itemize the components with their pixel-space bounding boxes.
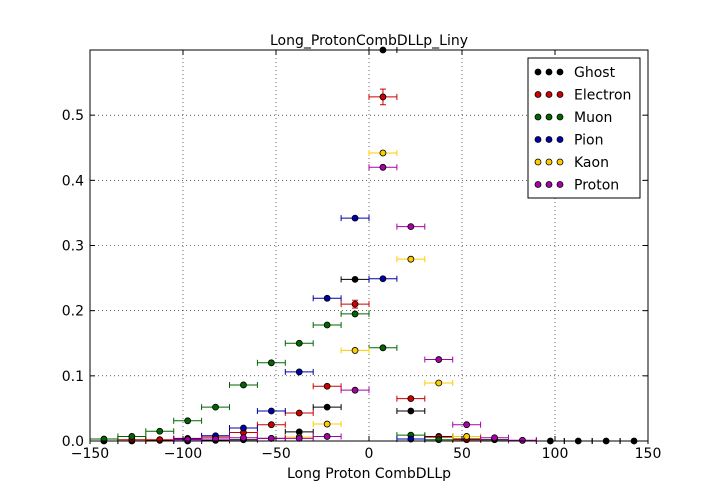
ghost-point (407, 407, 415, 415)
proton-point (435, 356, 443, 363)
legend-label-electron: Electron (574, 88, 631, 104)
proton-point (240, 434, 247, 442)
legend-label-proton: Proton (574, 178, 619, 194)
kaon-point (407, 255, 415, 263)
pion-point (295, 368, 303, 376)
electron-point (267, 421, 275, 429)
muon-point (184, 417, 192, 425)
y-tick-label: 0.1 (62, 369, 84, 385)
y-tick-label: 0.5 (62, 108, 84, 124)
pion-point (267, 407, 275, 415)
muon-point (267, 359, 275, 367)
proton-point (323, 433, 331, 440)
muon-point (323, 321, 331, 329)
legend-label-pion: Pion (574, 133, 603, 149)
ghost-point (351, 275, 359, 283)
muon-point (295, 339, 303, 347)
legend: Ghost Electron Muon Pion Kaon Proton (527, 57, 641, 199)
x-tick-label: 0 (365, 446, 374, 462)
x-tick-label: −100 (164, 446, 202, 462)
proton-point (491, 434, 498, 442)
x-axis-label: Long Proton CombDLLp (287, 466, 451, 482)
kaon-point (351, 347, 359, 354)
kaon-point (435, 379, 443, 387)
legend-marker-pion (534, 136, 542, 143)
legend-marker-kaon (534, 158, 542, 166)
kaon-point (323, 420, 331, 428)
proton-point (295, 434, 303, 442)
proton-point (463, 421, 471, 429)
kaon-point (379, 149, 387, 157)
legend-marker-muon (545, 113, 553, 121)
ticks: −150 −100 −50 0 50 100 150 0.0 0.1 0.2 0.3 0.4 0.5 (62, 50, 662, 462)
series-proton (173, 163, 537, 444)
legend-label-muon: Muon (574, 110, 612, 126)
legend-box (527, 57, 641, 199)
x-tick-label: −150 (71, 446, 109, 462)
legend-marker-proton (545, 181, 553, 188)
y-tick-label: 0.3 (62, 239, 84, 255)
legend-label-kaon: Kaon (574, 155, 609, 171)
pion-point (379, 275, 387, 283)
y-tick-label: 0.2 (62, 304, 84, 320)
proton-point (379, 163, 387, 171)
legend-marker-ghost (556, 68, 564, 76)
kaon-point (463, 433, 471, 440)
electron-point (379, 93, 387, 101)
legend-marker-proton (556, 181, 564, 188)
x-tick-label: 100 (542, 446, 569, 462)
legend-marker-electron (534, 91, 542, 98)
legend-marker-ghost (534, 68, 542, 76)
pion-point (323, 294, 331, 302)
pion-point (240, 424, 247, 432)
proton-point (407, 223, 415, 231)
proton-point (267, 434, 275, 442)
ghost-point (323, 403, 331, 411)
muon-point (379, 344, 387, 352)
proton-point (519, 436, 526, 444)
legend-label-ghost: Ghost (574, 65, 616, 81)
muon-point (156, 427, 164, 435)
legend-marker-ghost (545, 68, 553, 76)
electron-point (351, 300, 359, 308)
x-tick-label: 150 (635, 446, 662, 462)
legend-marker-kaon (545, 158, 553, 166)
legend-marker-muon (556, 113, 564, 121)
legend-marker-pion (556, 136, 564, 143)
muon-point (435, 436, 443, 444)
x-tick-label: 50 (453, 446, 471, 462)
x-tick-label: −50 (261, 446, 291, 462)
chart-title: Long_ProtonCombDLLp_Liny (270, 33, 468, 49)
legend-marker-muon (534, 113, 542, 121)
muon-point (128, 433, 136, 440)
proton-point (184, 436, 192, 444)
legend-marker-pion (545, 136, 553, 143)
legend-marker-proton (534, 181, 542, 188)
y-tick-label: 0.4 (62, 173, 84, 189)
pion-point (351, 214, 359, 222)
electron-point (295, 409, 303, 417)
y-tick-label: 0.0 (62, 434, 84, 450)
muon-point (212, 403, 219, 411)
muon-point (240, 381, 247, 389)
legend-marker-kaon (556, 158, 564, 166)
electron-point (156, 436, 164, 444)
electron-point (407, 395, 415, 403)
legend-marker-electron (556, 91, 564, 98)
legend-marker-electron (545, 91, 553, 98)
muon-point (351, 310, 359, 318)
electron-point (323, 382, 331, 390)
proton-point (351, 386, 359, 394)
